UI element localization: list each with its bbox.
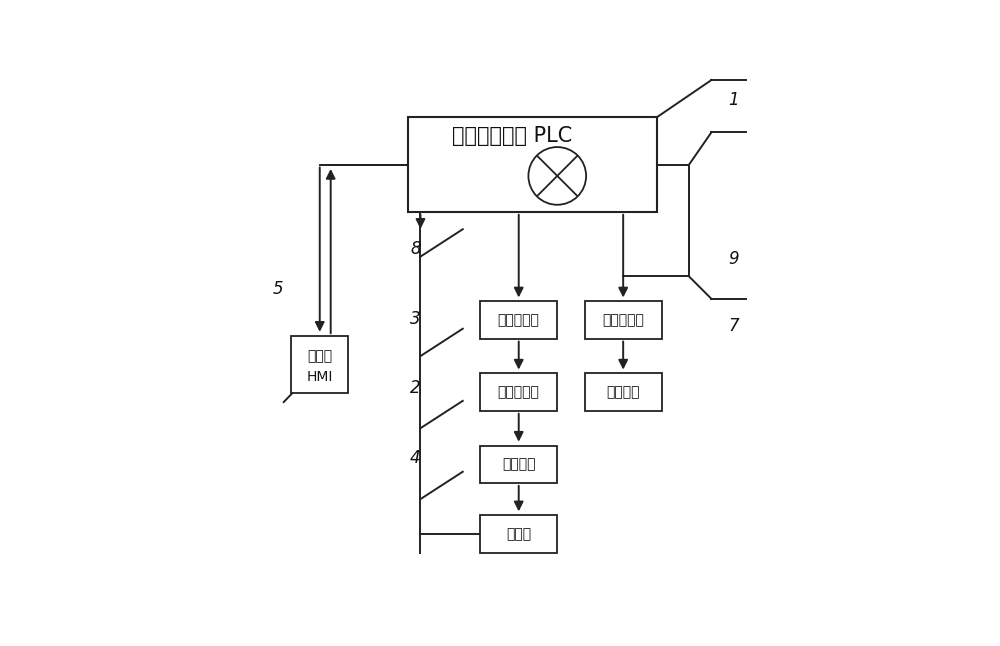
Text: 上位机: 上位机 — [307, 349, 332, 363]
Bar — [408, 118, 657, 212]
Bar — [585, 373, 662, 411]
Text: 8: 8 — [410, 240, 421, 258]
Text: HMI: HMI — [307, 370, 333, 384]
Text: 1: 1 — [729, 91, 739, 109]
Text: 2: 2 — [410, 379, 421, 397]
Bar — [480, 446, 557, 483]
Text: 电气比例阀: 电气比例阀 — [498, 313, 540, 327]
Bar — [480, 373, 557, 411]
Text: 低摩擦气缸: 低摩擦气缸 — [498, 385, 540, 399]
Text: 9: 9 — [729, 250, 739, 268]
Text: 收卷电机: 收卷电机 — [606, 385, 640, 399]
Bar — [585, 301, 662, 339]
Text: 传感器: 传感器 — [506, 527, 531, 541]
Text: 收卷摇棍: 收卷摇棍 — [502, 457, 535, 472]
Bar — [291, 336, 348, 393]
Text: 收卷变频器: 收卷变频器 — [602, 313, 644, 327]
Text: 3: 3 — [410, 310, 421, 328]
Text: 7: 7 — [729, 317, 739, 335]
Circle shape — [528, 147, 586, 205]
Bar — [480, 516, 557, 552]
Bar — [480, 301, 557, 339]
Text: 4: 4 — [410, 449, 421, 467]
Text: 可编程控制器 PLC: 可编程控制器 PLC — [452, 126, 573, 146]
Text: 5: 5 — [272, 280, 283, 298]
